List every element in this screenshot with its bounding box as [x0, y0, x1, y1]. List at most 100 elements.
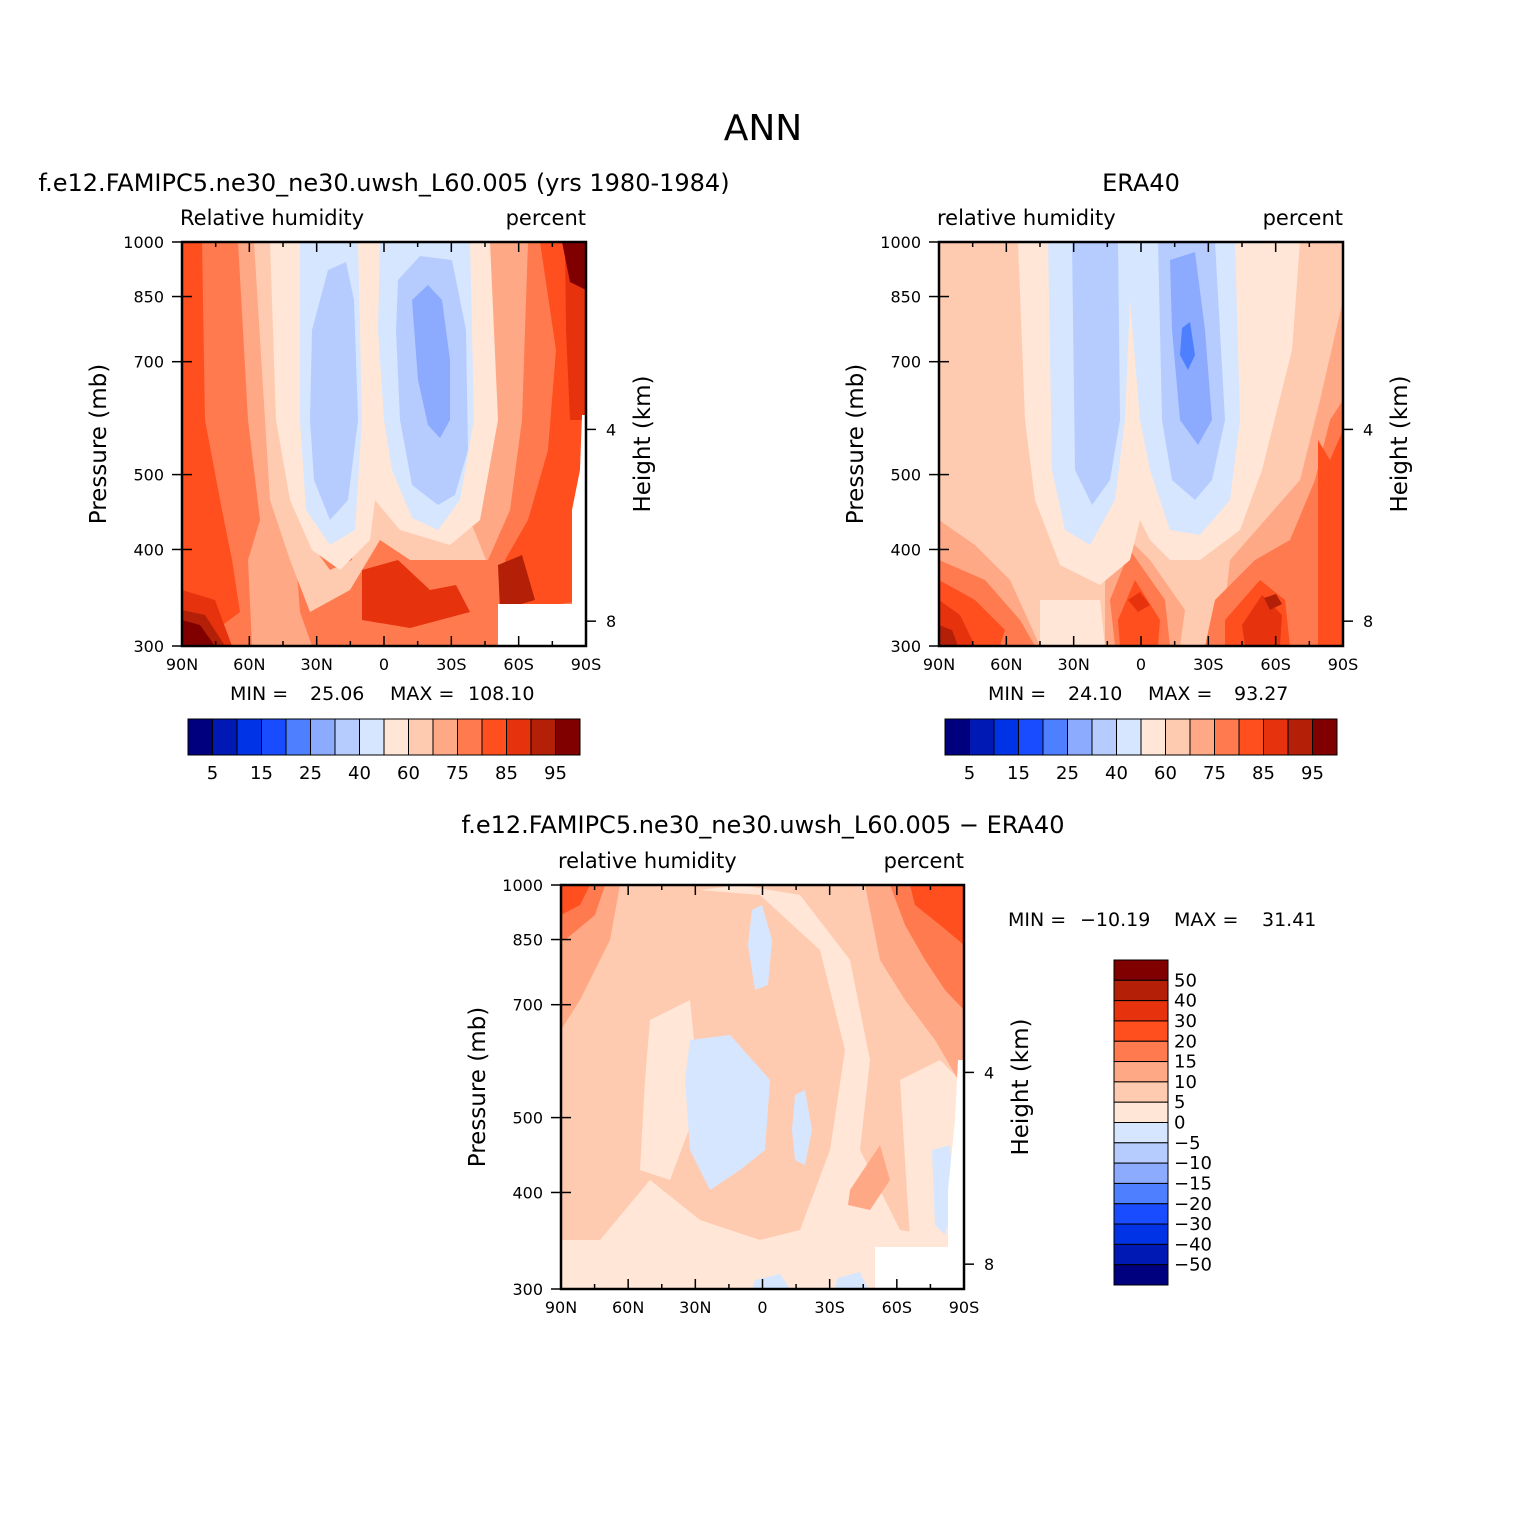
plot-axes: 90N 60N 30N 0 30S 60S 90S 300 400 500 700 850 1000 8 4…: [843, 233, 1413, 674]
colorbar-swatch: [1113, 1020, 1169, 1042]
colorbar-swatch: [1067, 718, 1093, 756]
x-tick-label: 60N: [233, 655, 265, 674]
colorbar-label: 60: [397, 763, 420, 784]
panel-era40: ERA40 relative humidity percent: [843, 169, 1413, 674]
colorbar-swatch: [555, 718, 581, 756]
colorbar-label: −10: [1174, 1153, 1212, 1174]
contour-band: [939, 625, 958, 646]
colorbar-swatch: [1189, 718, 1215, 756]
panel-difference: f.e12.FAMIPC5.ne30_ne30.uwsh_L60.005 − E…: [462, 811, 1317, 1317]
colorbar-swatch: [506, 718, 532, 756]
y-right-tick-label: 8: [984, 1255, 994, 1274]
colorbar-label: 95: [544, 763, 567, 784]
colorbar-swatch: [334, 718, 360, 756]
colorbar-label: 95: [1301, 763, 1324, 784]
contour-band: [748, 905, 772, 990]
colorbar-swatch: [1018, 718, 1044, 756]
colorbar-swatch: [236, 718, 262, 756]
contour-band: [310, 262, 358, 520]
panel-title: f.e12.FAMIPC5.ne30_ne30.uwsh_L60.005 − E…: [462, 811, 1065, 839]
colorbar-swatch: [1113, 1223, 1169, 1245]
y-right-axis-title: Height (km): [630, 375, 656, 512]
panel-model: f.e12.FAMIPC5.ne30_ne30.uwsh_L60.005 (yr…: [38, 169, 729, 674]
contour-band: [910, 885, 964, 945]
colorbar-label: 5: [964, 763, 975, 784]
max-label: MAX =: [1174, 909, 1238, 931]
colorbar-swatch: [383, 718, 409, 756]
colorbar-label: 20: [1174, 1031, 1197, 1052]
y-tick-label: 850: [890, 288, 921, 307]
contour-band: [1180, 322, 1195, 370]
x-tick-label: 30N: [679, 1298, 711, 1317]
colorbar-swatch: [1113, 1142, 1169, 1164]
max-value: 31.41: [1262, 909, 1316, 931]
x-tick-label: 60S: [1260, 655, 1291, 674]
y-tick-label: 300: [890, 637, 921, 656]
y-tick-label: 1000: [123, 233, 164, 252]
y-tick-label: 700: [133, 353, 164, 372]
plot-axes: 90N 60N 30N 0 30S 60S 90S 300 400 500 700 850 1000 8 4…: [465, 876, 1034, 1317]
x-tick-label: 90N: [166, 655, 198, 674]
contour-band: [685, 1035, 770, 1190]
colorbar-swatch: [1165, 718, 1191, 756]
y-right-tick-label: 4: [606, 420, 616, 439]
colorbar-label: 60: [1154, 763, 1177, 784]
y-tick-label: 1000: [880, 233, 921, 252]
missing-data: [875, 1060, 964, 1289]
y-tick-label: 500: [512, 1109, 543, 1128]
colorbar-swatch: [1091, 718, 1117, 756]
colorbar-swatch: [530, 718, 556, 756]
contour-band: [834, 1272, 868, 1289]
y-right-tick-label: 8: [1363, 612, 1373, 631]
colorbar-swatch: [212, 718, 238, 756]
x-tick-label: 30N: [301, 655, 333, 674]
contour-band: [792, 1090, 812, 1165]
contour-band: [182, 620, 215, 646]
max-value: 108.10: [468, 683, 534, 705]
x-tick-label: 90S: [1328, 655, 1359, 674]
contour-band: [362, 560, 470, 628]
x-tick-label: 30S: [436, 655, 467, 674]
colorbar-swatch: [1113, 1040, 1169, 1063]
colorbar-swatch: [1113, 1162, 1169, 1184]
contour-band: [1118, 580, 1160, 646]
panel-title: f.e12.FAMIPC5.ne30_ne30.uwsh_L60.005 (yr…: [38, 169, 729, 197]
x-tick-label: 0: [1136, 655, 1146, 674]
colorbar-label: 50: [1174, 970, 1197, 991]
y-tick-label: 300: [512, 1280, 543, 1299]
y-right-axis-title: Height (km): [1008, 1018, 1034, 1155]
x-tick-label: 0: [757, 1298, 767, 1317]
y-axis-title: Pressure (mb): [843, 364, 869, 524]
contour-field: [561, 885, 964, 1289]
colorbar-label: 25: [299, 763, 322, 784]
y-tick-label: 1000: [502, 876, 543, 895]
contour-band: [1040, 600, 1105, 646]
colorbar-label: −50: [1174, 1255, 1212, 1276]
colorbar-swatch: [432, 718, 458, 756]
contour-band: [562, 242, 586, 290]
colorbar-swatch: [1116, 718, 1142, 756]
min-value: 25.06: [310, 683, 364, 705]
y-tick-label: 850: [133, 288, 164, 307]
colorbar-swatch: [1113, 1101, 1169, 1123]
colorbar-swatch: [993, 718, 1019, 756]
contour-field: [939, 242, 1343, 646]
x-tick-label: 60N: [612, 1298, 644, 1317]
x-tick-label: 90N: [545, 1298, 577, 1317]
panel-title: ERA40: [1102, 169, 1180, 197]
colorbar-label: 85: [1252, 763, 1275, 784]
min-value: 24.10: [1068, 683, 1122, 705]
colorbar-label: 30: [1174, 1011, 1197, 1032]
colorbar-label: 15: [1007, 763, 1030, 784]
contour-band: [1205, 400, 1343, 646]
units-label: percent: [1263, 206, 1343, 230]
colorbar-swatch: [1113, 959, 1169, 981]
contour-band: [752, 1274, 790, 1289]
colorbar-swatch: [969, 718, 995, 756]
y-right-tick-label: 4: [984, 1063, 994, 1082]
colorbar-swatch: [1113, 1122, 1169, 1144]
max-label: MAX =: [390, 683, 454, 705]
x-tick-label: 90N: [923, 655, 955, 674]
x-tick-label: 30N: [1058, 655, 1090, 674]
y-tick-label: 400: [133, 540, 164, 559]
